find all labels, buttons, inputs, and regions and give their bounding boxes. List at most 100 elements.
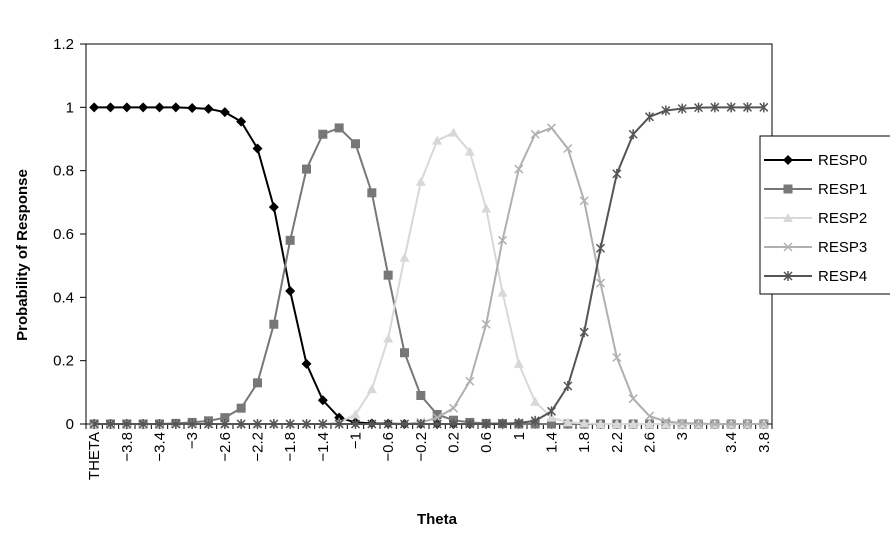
point	[546, 406, 557, 417]
point	[644, 411, 655, 421]
legend-item-resp1: RESP1	[764, 181, 867, 198]
legend-label: RESP3	[818, 239, 867, 256]
point	[563, 381, 573, 391]
point	[595, 419, 606, 428]
point	[530, 415, 540, 426]
point	[710, 419, 720, 429]
point	[546, 123, 557, 133]
point	[497, 287, 508, 297]
point	[660, 419, 671, 428]
point	[220, 419, 230, 429]
point	[628, 419, 639, 428]
point	[742, 102, 753, 113]
point	[481, 203, 492, 213]
x-tick-label: −2.6	[217, 432, 234, 462]
x-tick-label: THETA	[86, 432, 103, 480]
y-axis-title: Probability of Response	[14, 169, 31, 341]
point	[236, 419, 246, 429]
point	[301, 358, 312, 369]
x-tick-label: 3	[674, 432, 691, 440]
x-tick-label: 0.6	[478, 432, 495, 453]
point	[285, 419, 295, 429]
point	[154, 419, 165, 429]
x-tick-label: 3.8	[756, 432, 773, 453]
legend-label: RESP4	[818, 268, 867, 285]
point	[579, 196, 589, 206]
point	[693, 419, 704, 429]
series-layer	[89, 102, 769, 429]
point	[367, 419, 377, 429]
point	[416, 391, 426, 400]
point	[366, 384, 377, 394]
point	[547, 419, 556, 429]
y-tick-label: 0.6	[53, 226, 74, 243]
point	[269, 319, 279, 329]
point	[726, 102, 736, 113]
point	[253, 378, 262, 388]
point	[203, 103, 214, 114]
x-tick-label: −3.4	[152, 432, 169, 462]
x-tick-label: 2.6	[642, 432, 659, 453]
legend-label: RESP0	[818, 152, 867, 169]
point	[644, 419, 655, 428]
point	[628, 129, 638, 140]
point	[383, 270, 393, 280]
point	[350, 419, 361, 429]
point	[252, 419, 263, 429]
point	[351, 139, 360, 149]
point	[302, 164, 311, 174]
series-resp4	[89, 102, 769, 429]
point	[219, 107, 230, 118]
point	[783, 213, 793, 222]
y-tick-label: 0	[66, 416, 74, 433]
point	[171, 419, 181, 429]
point	[285, 235, 295, 245]
point	[448, 403, 459, 413]
point	[759, 102, 769, 113]
y-tick-label: 0.8	[53, 163, 74, 180]
x-axis-title: Theta	[417, 511, 458, 528]
point	[595, 278, 606, 288]
point	[154, 102, 165, 113]
legend-item-resp2: RESP2	[764, 210, 867, 227]
point	[367, 188, 377, 198]
point	[400, 348, 409, 358]
point	[187, 419, 197, 429]
point	[432, 135, 443, 145]
point	[530, 396, 541, 406]
point	[285, 286, 296, 296]
x-tick-label: 1.4	[544, 432, 561, 453]
x-tick-label: −1.4	[315, 432, 332, 462]
point	[383, 419, 393, 429]
x-tick-label: −0.2	[413, 432, 430, 462]
point	[236, 116, 247, 127]
point	[579, 418, 590, 428]
point	[448, 419, 459, 429]
point	[448, 127, 459, 137]
x-tick-label: −1.8	[282, 432, 299, 462]
point	[514, 164, 524, 174]
x-tick-label: −3	[184, 432, 201, 449]
point	[269, 419, 279, 429]
point	[612, 168, 622, 179]
point	[415, 176, 426, 186]
plot-area	[85, 43, 773, 425]
legend-box	[759, 135, 890, 295]
point	[759, 419, 769, 429]
point	[546, 412, 557, 422]
point	[89, 419, 99, 429]
x-tick-label: −2.2	[250, 432, 267, 462]
point	[89, 102, 100, 113]
point	[138, 419, 148, 429]
point	[710, 102, 720, 113]
x-axis: THETA −3.8 −3.4 −3 −2.6 −2.2 −1.8 −1.4 −1 −0.6 −0.…	[85, 424, 773, 480]
point	[563, 143, 573, 154]
point	[236, 403, 246, 413]
y-tick-label: 1.2	[53, 36, 74, 53]
point	[399, 252, 410, 262]
point	[105, 102, 116, 113]
point	[783, 155, 793, 165]
point	[334, 123, 344, 133]
point	[350, 409, 361, 419]
